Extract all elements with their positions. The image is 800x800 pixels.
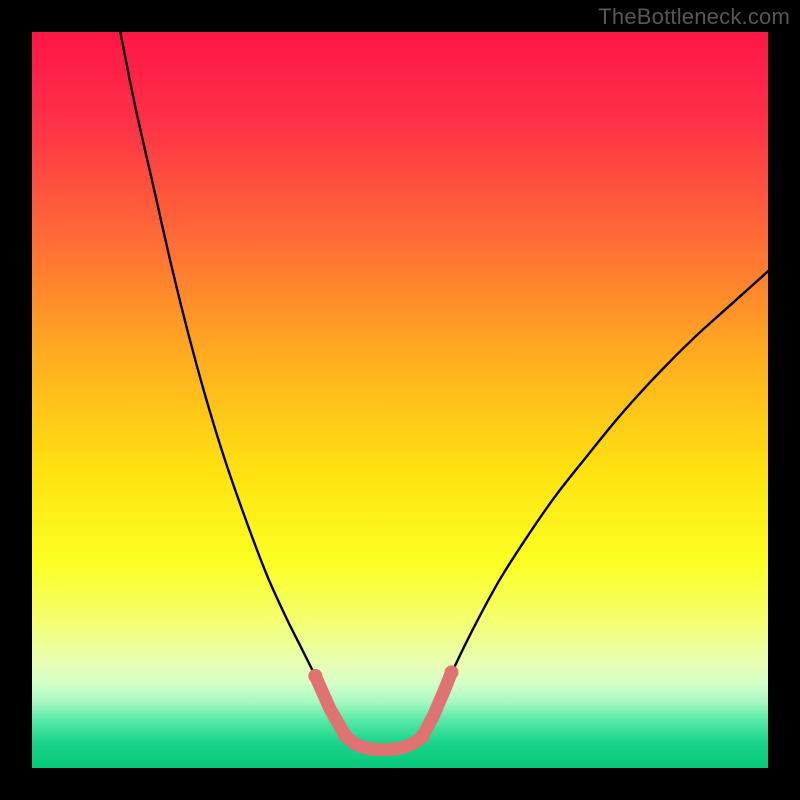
plot-svg xyxy=(32,32,768,768)
plot-area xyxy=(32,32,768,768)
marker-dot-0 xyxy=(308,669,322,683)
chart-stage: TheBottleneck.com xyxy=(0,0,800,800)
watermark-text: TheBottleneck.com xyxy=(598,4,790,30)
marker-dot-2 xyxy=(415,730,429,744)
marker-dot-1 xyxy=(338,728,352,742)
marker-dot-3 xyxy=(445,665,459,679)
